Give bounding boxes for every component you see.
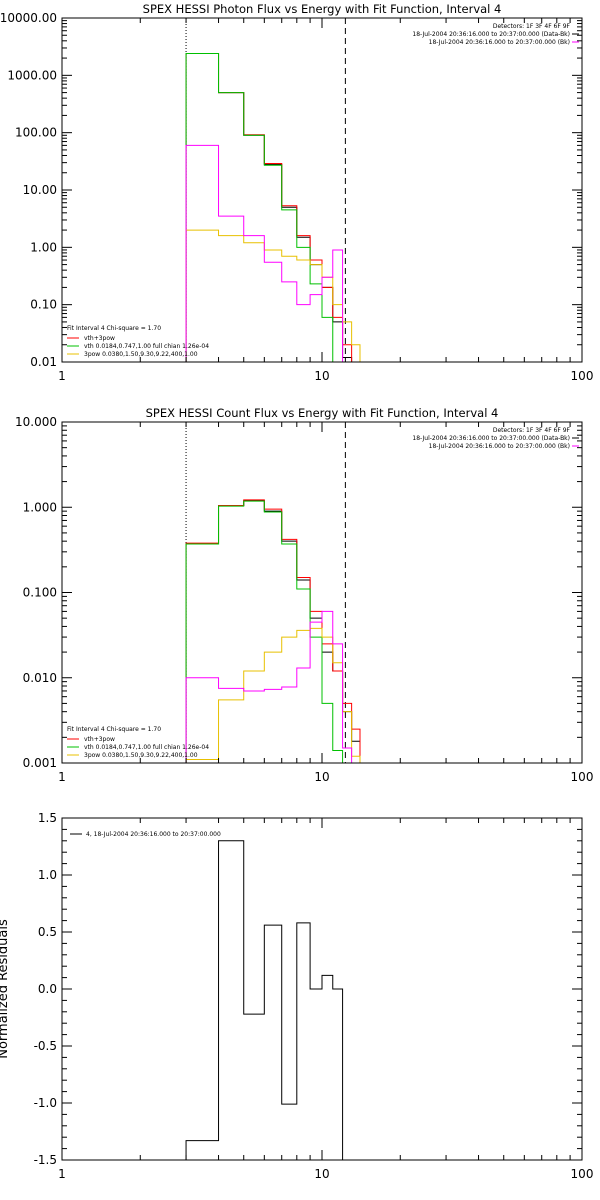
y-tick-label: 1000.00 (7, 68, 57, 82)
legend-label: vth 0.0184,0.747,1.00 full chian 1.26e-0… (84, 744, 209, 751)
chart-panel-1: SPEX HESSI Photon Flux vs Energy with Fi… (0, 2, 593, 383)
series-line-5 (185, 610, 360, 763)
y-tick-label: 100.00 (15, 126, 57, 140)
x-tick-label: 100 (571, 1167, 594, 1181)
y-tick-label: 10.00 (23, 183, 57, 197)
legend-label: vth 0.0184,0.747,1.00 full chian 1.26e-0… (84, 343, 209, 350)
series-line-3 (185, 53, 360, 362)
y-tick-label: 1.5 (38, 811, 57, 825)
series-line-2 (185, 499, 361, 763)
y-tick-label: 0.010 (23, 671, 57, 685)
chart-title: SPEX HESSI Count Flux vs Energy with Fit… (146, 406, 499, 420)
fit-header: Fit Interval 4 Chi-square = 1.70 (67, 325, 161, 332)
legend-label: 3pow 0.0380,1.50,9.30,9.22,400,1.00 (84, 752, 198, 759)
legend-label: vth+3pow (84, 736, 115, 743)
x-tick-label: 1 (58, 369, 66, 383)
y-tick-label: 10.000 (15, 415, 57, 429)
series-line-4 (185, 229, 361, 362)
header-line: 18-Jul-2004 20:36:16.000 to 20:37:00.000… (429, 39, 570, 46)
y-tick-label: -1.0 (34, 1096, 57, 1110)
y-tick-label: 0.0 (38, 982, 57, 996)
series-line-3 (185, 500, 360, 763)
y-tick-label: 0.100 (23, 586, 57, 600)
y-axis-label: Normalized Residuals (0, 919, 11, 1059)
y-tick-label: 0.001 (23, 756, 57, 770)
x-tick-label: 1 (58, 770, 66, 784)
series-line-1 (185, 840, 344, 1160)
x-tick-label: 10 (314, 770, 329, 784)
series-line-5 (185, 144, 360, 362)
y-tick-label: 0.10 (30, 298, 57, 312)
fit-header: Fit Interval 4 Chi-square = 1.70 (67, 726, 161, 733)
x-tick-label: 10 (314, 369, 329, 383)
legend-label: 4, 18-Jul-2004 20:36:16.000 to 20:37:00.… (86, 831, 221, 838)
y-tick-label: -1.5 (34, 1153, 57, 1167)
chart-panel-2: SPEX HESSI Count Flux vs Energy with Fit… (15, 406, 593, 784)
x-tick-label: 100 (571, 770, 594, 784)
header-line: Detectors: 1F 3F 4F 6F 9F (493, 427, 571, 434)
legend-label: vth+3pow (84, 335, 115, 342)
chart-panel-3: 1 10 100 -1.5 -1.0 -0.5 0.0 0.5 1.0 1.5 Normalized… (0, 811, 593, 1181)
y-tick-label: 1.00 (30, 240, 57, 254)
y-tick-label: 1.000 (23, 500, 57, 514)
y-tick-label: -0.5 (34, 1039, 57, 1053)
y-tick-label: 10000.00 (0, 11, 57, 25)
x-tick-label: 1 (58, 1167, 66, 1181)
x-tick-label: 100 (571, 369, 594, 383)
header-line: Detectors: 1F 3F 4F 6F 9F (493, 23, 571, 30)
header-line: 18-Jul-2004 20:36:16.000 to 20:37:00.000… (412, 435, 570, 442)
y-tick-label: 0.5 (38, 925, 57, 939)
header-line: 18-Jul-2004 20:36:16.000 to 20:37:00.000… (412, 31, 570, 38)
legend-label: 3pow 0.0380,1.50,9.30,9.22,400,1.00 (84, 351, 198, 358)
chart-title: SPEX HESSI Photon Flux vs Energy with Fi… (143, 2, 502, 16)
y-tick-label: 0.01 (30, 355, 57, 369)
series-line-4 (185, 627, 361, 763)
header-line: 18-Jul-2004 20:36:16.000 to 20:37:00.000… (429, 443, 570, 450)
x-tick-label: 10 (314, 1167, 329, 1181)
y-tick-label: 1.0 (38, 868, 57, 882)
